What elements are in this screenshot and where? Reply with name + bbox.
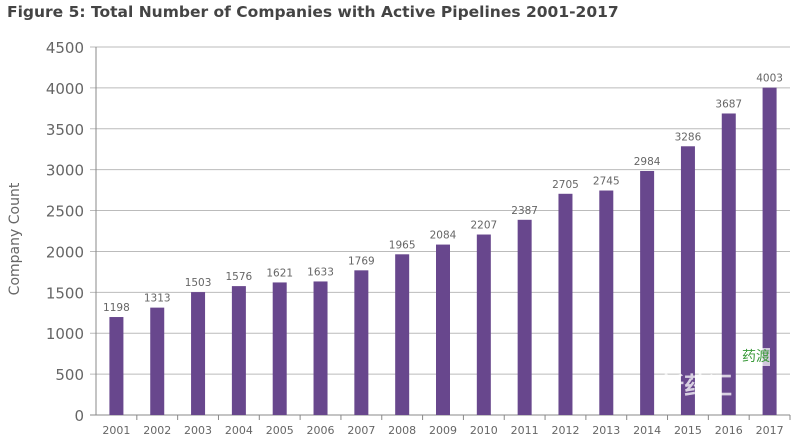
bar-2004 [231, 286, 246, 415]
bar-2011 [517, 219, 532, 415]
bar-2007 [354, 270, 369, 415]
bar-2015 [680, 146, 695, 415]
x-tick-label: 2013 [592, 424, 620, 437]
x-tick-label: 2004 [225, 424, 253, 437]
data-label: 1313 [144, 293, 171, 305]
data-label: 3687 [715, 98, 742, 110]
bar-2017 [762, 87, 777, 415]
x-tick-label: 2009 [429, 424, 457, 437]
bar-2016 [721, 113, 736, 415]
y-tick-label: 3500 [46, 121, 84, 139]
data-label: 1198 [103, 302, 130, 314]
watermark-logo-text: 药渡 [742, 348, 770, 366]
y-axis-label: Company Count [7, 182, 23, 295]
data-label: 1633 [307, 266, 334, 278]
x-tick-label: 2003 [184, 424, 212, 437]
data-label: 1503 [185, 277, 212, 289]
x-tick-label: 2011 [511, 424, 539, 437]
data-label: 2745 [593, 176, 620, 188]
y-tick-label: 1500 [46, 284, 84, 302]
y-tick-label: 0 [74, 407, 84, 425]
data-label: 1576 [226, 271, 253, 283]
y-tick-label: 4000 [46, 80, 84, 98]
data-label: 1965 [389, 239, 416, 251]
bar-2013 [599, 190, 614, 415]
data-label: 2387 [511, 205, 538, 217]
chart-title: Figure 5: Total Number of Companies with… [7, 3, 619, 21]
y-tick-label: 500 [55, 366, 84, 384]
bar-2008 [395, 254, 410, 415]
x-tick-label: 2010 [470, 424, 498, 437]
data-label: 2207 [470, 220, 497, 232]
y-tick-label: 2000 [46, 243, 84, 261]
y-tick-label: 2500 [46, 203, 84, 221]
x-tick-label: 2007 [347, 424, 375, 437]
bar-2001 [109, 317, 124, 415]
data-label: 2984 [634, 156, 661, 168]
x-tick-label: 2016 [715, 424, 743, 437]
bar-2009 [436, 244, 450, 415]
bar-2014 [640, 170, 655, 415]
x-tick-label: 2017 [756, 424, 784, 437]
data-label: 1621 [266, 267, 293, 279]
data-label: 1769 [348, 255, 375, 267]
watermark-text: 新药汇 [660, 372, 732, 400]
data-label: 2084 [430, 230, 457, 242]
x-tick-label: 2012 [551, 424, 579, 437]
bar-2005 [272, 282, 287, 415]
x-tick-label: 2014 [633, 424, 661, 437]
x-tick-label: 2006 [307, 424, 335, 437]
data-label: 2705 [552, 179, 579, 191]
x-tick-label: 2008 [388, 424, 416, 437]
x-tick-label: 2001 [102, 424, 130, 437]
bar-2002 [150, 307, 165, 415]
x-tick-label: 2005 [266, 424, 294, 437]
y-tick-label: 1000 [46, 325, 84, 343]
bar-2010 [476, 234, 491, 415]
y-tick-label: 3000 [46, 162, 84, 180]
data-label: 3286 [675, 131, 702, 143]
bar-2003 [191, 292, 206, 415]
data-label: 4003 [756, 73, 783, 85]
bar-2012 [558, 193, 573, 415]
x-tick-label: 2015 [674, 424, 702, 437]
x-tick-label: 2002 [143, 424, 171, 437]
bar-2006 [313, 281, 328, 415]
y-tick-label: 4500 [46, 39, 84, 57]
